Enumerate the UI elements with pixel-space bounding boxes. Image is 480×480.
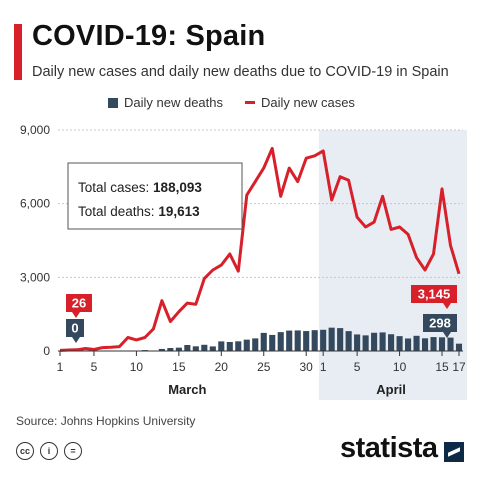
- death-bar: [354, 334, 361, 351]
- legend-cases-label: Daily new cases: [261, 95, 355, 110]
- death-bar: [320, 329, 327, 351]
- chart-title: COVID-19: Spain: [32, 20, 266, 52]
- chart-subtitle: Daily new cases and daily new deaths due…: [32, 64, 449, 80]
- callout-box: [411, 285, 457, 303]
- death-bar: [362, 335, 369, 351]
- death-bar: [192, 346, 199, 351]
- x-tick-label: 17: [452, 360, 466, 374]
- death-bar: [260, 332, 267, 351]
- death-bar: [235, 341, 242, 351]
- x-tick-label: 5: [354, 360, 361, 374]
- legend-deaths-label: Daily new deaths: [124, 95, 223, 110]
- death-bar: [421, 338, 429, 351]
- death-bar: [337, 328, 344, 351]
- by-icon[interactable]: i: [40, 442, 58, 460]
- x-tick-label: 1: [57, 360, 64, 374]
- y-tick-label: 9,000: [20, 123, 50, 137]
- total-deaths-value: 19,613: [158, 204, 200, 219]
- death-bar: [328, 327, 335, 351]
- cc-icon[interactable]: cc: [16, 442, 34, 460]
- callout-tail: [72, 312, 80, 318]
- death-bar: [269, 334, 276, 351]
- death-bar: [388, 334, 395, 351]
- license-icons: cc i =: [16, 442, 82, 460]
- death-bar: [447, 337, 454, 351]
- death-bar: [294, 330, 301, 351]
- nd-icon[interactable]: =: [64, 442, 82, 460]
- callout-box: [66, 319, 84, 337]
- y-tick-label: 6,000: [20, 197, 50, 211]
- svg-text:Total deaths: 19,613: Total deaths: 19,613: [78, 204, 200, 219]
- month-label: March: [168, 382, 206, 397]
- x-tick-label: 30: [300, 360, 314, 374]
- callout-label: 3,145: [418, 287, 451, 302]
- callout-tail: [72, 337, 80, 343]
- death-bar: [277, 332, 284, 351]
- statista-logo-mark: [444, 442, 464, 462]
- death-bar: [413, 335, 420, 351]
- legend: Daily new deaths Daily new cases: [108, 95, 355, 110]
- x-tick-label: 5: [91, 360, 98, 374]
- x-tick-label: 25: [257, 360, 271, 374]
- death-bar: [252, 338, 259, 351]
- death-bar: [396, 336, 403, 351]
- death-bar: [379, 332, 386, 351]
- callout-box: [423, 314, 457, 332]
- death-bar: [175, 347, 182, 351]
- death-bar: [303, 331, 310, 351]
- legend-cases-swatch: [245, 101, 255, 104]
- death-bar: [345, 331, 352, 351]
- death-bar: [438, 337, 446, 351]
- death-bar: [226, 341, 233, 351]
- death-bar: [218, 341, 225, 351]
- cases-line: [59, 146, 461, 352]
- callout-tail: [443, 303, 451, 309]
- callout-label: 298: [429, 316, 451, 331]
- death-bar: [201, 344, 208, 351]
- svg-text:Total cases: 188,093: Total cases: 188,093: [78, 180, 202, 195]
- death-bar: [311, 330, 318, 351]
- y-tick-label: 0: [43, 344, 50, 358]
- death-bar: [243, 339, 250, 351]
- callout-box: [66, 294, 92, 312]
- x-tick-label: 15: [172, 360, 186, 374]
- death-bar: [405, 338, 412, 351]
- death-bar: [167, 348, 174, 351]
- death-bar: [430, 337, 437, 351]
- callout-label: 0: [71, 321, 78, 336]
- statista-logo: statista: [340, 432, 438, 464]
- x-tick-label: 10: [393, 360, 407, 374]
- death-bar: [209, 346, 216, 351]
- total-cases-value: 188,093: [153, 180, 202, 195]
- callout-label: 26: [72, 296, 86, 311]
- death-bar: [158, 348, 165, 351]
- y-tick-label: 3,000: [20, 270, 50, 284]
- source-note: Source: Johns Hopkins University: [16, 414, 196, 428]
- x-tick-label: 15: [435, 360, 449, 374]
- month-label: April: [376, 382, 406, 397]
- total-cases-label: Total cases:: [78, 180, 153, 195]
- death-bar: [371, 332, 378, 351]
- death-bar: [455, 343, 463, 351]
- x-tick-label: 20: [215, 360, 229, 374]
- death-bar: [184, 345, 191, 351]
- legend-deaths-swatch: [108, 97, 118, 108]
- title-accent-bar: [14, 24, 22, 80]
- x-tick-label: 1: [320, 360, 327, 374]
- callout-tail: [443, 332, 451, 338]
- summary-box: Total cases: 188,093 Total deaths: 19,61…: [67, 162, 243, 230]
- x-tick-label: 10: [130, 360, 144, 374]
- death-bar: [286, 330, 293, 351]
- total-deaths-label: Total deaths:: [78, 204, 158, 219]
